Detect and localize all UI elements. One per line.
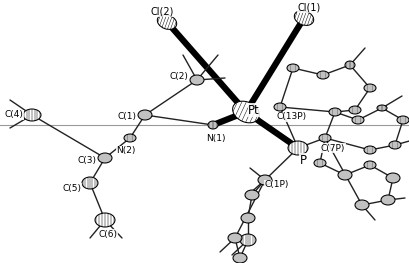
Text: C(6): C(6) [99, 230, 117, 239]
Text: C(2): C(2) [170, 73, 189, 82]
Ellipse shape [338, 170, 352, 180]
Ellipse shape [98, 153, 112, 163]
Ellipse shape [190, 75, 204, 85]
Ellipse shape [95, 213, 115, 227]
Ellipse shape [355, 200, 369, 210]
Ellipse shape [240, 234, 256, 246]
Ellipse shape [349, 106, 361, 114]
Ellipse shape [377, 105, 387, 111]
Ellipse shape [228, 233, 242, 243]
Ellipse shape [389, 141, 401, 149]
Ellipse shape [294, 11, 314, 26]
Ellipse shape [258, 175, 272, 185]
Ellipse shape [364, 146, 376, 154]
Text: Pt: Pt [248, 104, 260, 117]
Ellipse shape [319, 134, 331, 142]
Text: N(2): N(2) [116, 146, 136, 155]
Ellipse shape [23, 109, 41, 121]
Ellipse shape [233, 253, 247, 263]
Text: C(4): C(4) [4, 110, 23, 119]
Text: C(1P): C(1P) [265, 180, 289, 190]
Ellipse shape [233, 101, 259, 123]
Text: P: P [299, 154, 306, 166]
Text: N(1): N(1) [206, 134, 226, 143]
Ellipse shape [397, 116, 409, 124]
Ellipse shape [82, 177, 98, 189]
Ellipse shape [241, 213, 255, 223]
Text: C(3): C(3) [77, 155, 97, 164]
Ellipse shape [381, 195, 395, 205]
Ellipse shape [157, 14, 177, 29]
Ellipse shape [288, 141, 308, 155]
Text: Cl(1): Cl(1) [297, 3, 321, 13]
Text: C(7P): C(7P) [321, 144, 345, 153]
Ellipse shape [274, 103, 286, 111]
Ellipse shape [245, 190, 259, 200]
Ellipse shape [345, 61, 355, 69]
Text: C(5): C(5) [63, 184, 81, 193]
Ellipse shape [208, 121, 218, 129]
Ellipse shape [124, 134, 136, 142]
Text: C(13P): C(13P) [277, 113, 307, 122]
Ellipse shape [287, 64, 299, 72]
Ellipse shape [329, 108, 341, 116]
Ellipse shape [138, 110, 152, 120]
Text: C(1): C(1) [117, 113, 137, 122]
Ellipse shape [317, 71, 329, 79]
Ellipse shape [364, 161, 376, 169]
Ellipse shape [352, 116, 364, 124]
Text: Cl(2): Cl(2) [151, 7, 174, 17]
Ellipse shape [386, 173, 400, 183]
Ellipse shape [314, 159, 326, 167]
Ellipse shape [364, 84, 376, 92]
